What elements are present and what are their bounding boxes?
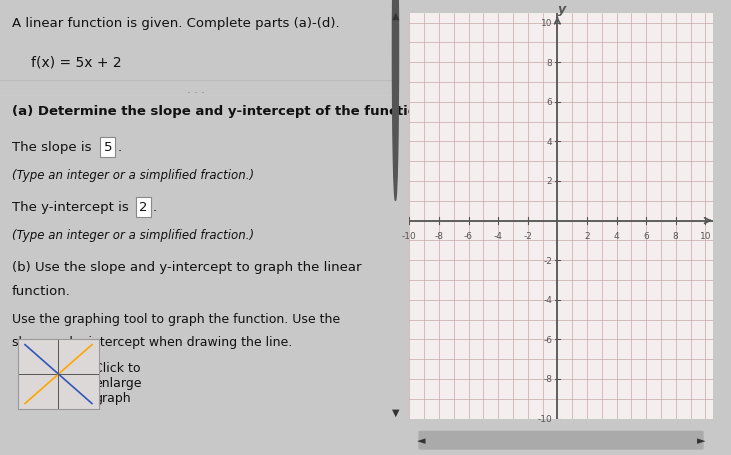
Text: .: .	[117, 141, 121, 154]
Text: -8: -8	[543, 374, 552, 384]
FancyBboxPatch shape	[418, 431, 704, 450]
Text: Click to
enlarge
graph: Click to enlarge graph	[94, 361, 141, 404]
Text: 4: 4	[547, 137, 552, 147]
Text: 2: 2	[139, 201, 148, 214]
Text: -4: -4	[543, 296, 552, 304]
Text: -10: -10	[537, 414, 552, 423]
Text: ◄: ◄	[417, 435, 425, 445]
Text: -2: -2	[523, 232, 532, 241]
Text: -2: -2	[543, 256, 552, 265]
Text: ▲: ▲	[392, 10, 399, 20]
Text: 2: 2	[584, 232, 590, 241]
Text: -10: -10	[402, 232, 417, 241]
Text: 2: 2	[547, 177, 552, 186]
Text: 5: 5	[104, 141, 112, 154]
Text: (b) Use the slope and y-intercept to graph the linear: (b) Use the slope and y-intercept to gra…	[12, 261, 361, 274]
Text: A linear function is given. Complete parts (a)-(d).: A linear function is given. Complete par…	[12, 17, 339, 30]
Text: 10: 10	[541, 19, 552, 28]
Text: · · ·: · · ·	[186, 88, 205, 98]
Text: The y-intercept is: The y-intercept is	[12, 201, 133, 214]
Text: 8: 8	[546, 59, 552, 67]
Text: ▼: ▼	[392, 407, 399, 417]
Text: 6: 6	[643, 232, 649, 241]
Text: slope and y-intercept when drawing the line.: slope and y-intercept when drawing the l…	[12, 336, 292, 349]
Text: ►: ►	[697, 435, 705, 445]
Text: .: .	[153, 201, 156, 214]
Text: 10: 10	[700, 232, 711, 241]
Text: f(x) = 5x + 2: f(x) = 5x + 2	[31, 56, 122, 70]
Text: -4: -4	[493, 232, 503, 241]
Text: -8: -8	[434, 232, 444, 241]
Text: (Type an integer or a simplified fraction.): (Type an integer or a simplified fractio…	[12, 169, 254, 182]
Text: (Type an integer or a simplified fraction.): (Type an integer or a simplified fractio…	[12, 229, 254, 242]
Text: 4: 4	[614, 232, 619, 241]
Text: -6: -6	[543, 335, 552, 344]
Text: The slope is: The slope is	[12, 141, 96, 154]
Text: -6: -6	[464, 232, 473, 241]
Circle shape	[393, 0, 398, 201]
Text: 8: 8	[673, 232, 678, 241]
Text: 6: 6	[546, 98, 552, 107]
Text: (a) Determine the slope and y-intercept of the function.: (a) Determine the slope and y-intercept …	[12, 105, 431, 118]
Text: function.: function.	[12, 284, 71, 298]
Text: Use the graphing tool to graph the function. Use the: Use the graphing tool to graph the funct…	[12, 312, 340, 325]
Text: y: y	[558, 3, 567, 16]
